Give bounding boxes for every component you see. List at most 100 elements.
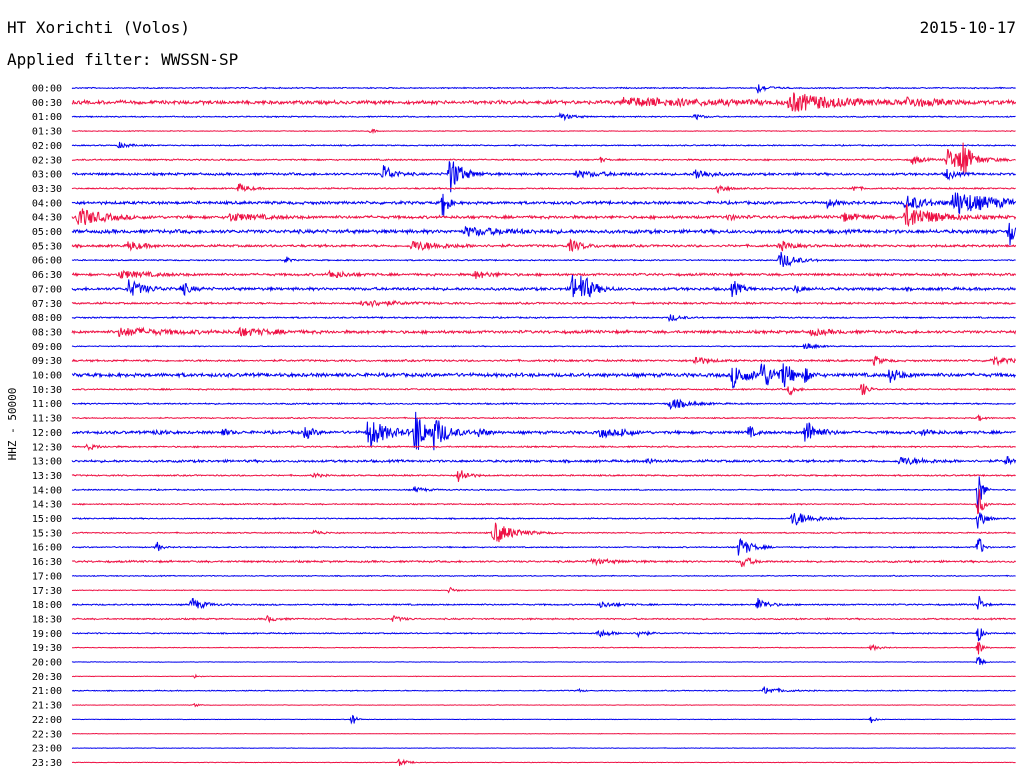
filter-label: Applied filter: WWSSN-SP	[7, 50, 238, 69]
trace-line	[72, 628, 1016, 642]
time-tick-label: 12:30	[32, 442, 62, 453]
time-tick-label: 16:00	[32, 543, 62, 554]
time-tick-label: 05:00	[32, 227, 62, 238]
trace-line	[71, 314, 1016, 323]
trace-line	[72, 732, 1016, 735]
trace-line	[71, 363, 1016, 389]
trace-line	[71, 326, 1017, 338]
trace-line	[71, 251, 1016, 267]
trace-line	[71, 586, 1016, 594]
time-tick-label: 10:00	[32, 371, 62, 382]
time-tick-label: 16:30	[32, 557, 62, 568]
trace-line	[71, 411, 1016, 451]
time-tick-label: 08:30	[32, 327, 62, 338]
trace-line	[71, 574, 1016, 578]
time-tick-label: 08:00	[32, 313, 62, 324]
time-tick-label: 22:30	[32, 729, 62, 740]
trace-line	[71, 238, 1017, 253]
time-tick-label: 21:30	[32, 701, 62, 712]
trace-line	[71, 686, 1016, 694]
time-tick-label: 23:30	[32, 758, 62, 769]
time-tick-label: 19:30	[32, 643, 62, 654]
trace-line	[72, 557, 1017, 568]
time-tick-label: 17:30	[32, 586, 62, 597]
time-tick-label: 04:30	[32, 213, 62, 224]
plot-date: 2015-10-17	[919, 18, 1016, 37]
time-tick-label: 07:30	[32, 299, 62, 310]
time-tick-label: 19:00	[32, 629, 62, 640]
time-tick-label: 11:00	[32, 399, 62, 410]
trace-line	[71, 595, 1016, 610]
time-tick-label: 09:00	[32, 342, 62, 353]
trace-line	[71, 414, 1016, 422]
trace-line	[71, 112, 1016, 122]
trace-line	[71, 161, 1016, 193]
trace-line	[71, 673, 1016, 679]
trace-line	[71, 656, 1016, 666]
trace-line	[71, 269, 1017, 280]
trace-line	[71, 92, 1017, 112]
time-tick-label: 06:30	[32, 270, 62, 281]
trace-line	[71, 758, 1016, 766]
trace-line	[71, 537, 1016, 556]
trace-line	[71, 142, 1016, 175]
time-tick-label: 00:30	[32, 98, 62, 109]
trace-line	[71, 128, 1016, 135]
time-tick-label: 01:30	[32, 127, 62, 138]
trace-line	[71, 299, 1016, 309]
time-tick-label: 11:30	[32, 414, 62, 425]
time-tick-label: 14:00	[32, 485, 62, 496]
time-tick-label: 01:00	[32, 112, 62, 123]
trace-line	[71, 512, 1016, 529]
channel-label: HHZ - 50000	[6, 388, 19, 461]
trace-group	[71, 84, 1017, 766]
time-tick-label: 02:00	[32, 141, 62, 152]
time-tick-label: 20:30	[32, 672, 62, 683]
trace-line	[71, 443, 1016, 452]
trace-line	[71, 476, 1016, 511]
time-tick-label: 15:00	[32, 514, 62, 525]
trace-line	[71, 703, 1016, 708]
time-tick-label: 12:00	[32, 428, 62, 439]
time-tick-label: 07:00	[32, 284, 62, 295]
trace-line	[71, 274, 1017, 298]
trace-line	[71, 183, 1016, 195]
time-tick-label: 23:00	[32, 744, 62, 755]
filter-prefix: Applied filter:	[7, 50, 152, 69]
trace-line	[71, 614, 1016, 624]
time-tick-label: 18:30	[32, 614, 62, 625]
time-tick-label: 14:30	[32, 500, 62, 511]
time-tick-label: 18:00	[32, 600, 62, 611]
trace-line	[71, 456, 1017, 466]
filter-name: WWSSN-SP	[161, 50, 239, 69]
time-tick-label: 03:30	[32, 184, 62, 195]
trace-line	[71, 84, 1016, 94]
time-tick-label: 04:00	[32, 198, 62, 209]
time-tick-label: 00:00	[32, 84, 62, 95]
trace-line	[71, 714, 1016, 725]
trace-line	[71, 355, 1017, 367]
time-tick-label: 20:00	[32, 658, 62, 669]
trace-line	[71, 470, 1016, 482]
trace-line	[71, 141, 1016, 149]
trace-line	[71, 522, 1016, 543]
time-tick-label: 05:30	[32, 241, 62, 252]
time-tick-label: 09:30	[32, 356, 62, 367]
trace-line	[71, 747, 1016, 749]
trace-line	[71, 192, 1017, 217]
time-tick-label: 17:00	[32, 571, 62, 582]
trace-line	[71, 489, 1016, 515]
time-tick-label: 03:00	[32, 170, 62, 181]
trace-line	[71, 343, 1016, 350]
tick-label-group: 00:00 00:30 01:00 01:30 02:00 02:30 03:00 03:30…	[32, 84, 62, 769]
trace-line	[71, 398, 1016, 411]
time-tick-label: 13:00	[32, 457, 62, 468]
time-tick-label: 06:00	[32, 256, 62, 267]
trace-line	[72, 383, 1016, 396]
time-tick-label: 13:30	[32, 471, 62, 482]
trace-line	[72, 642, 1016, 655]
time-tick-label: 02:30	[32, 155, 62, 166]
time-tick-label: 10:30	[32, 385, 62, 396]
station-title: HT Xorichti (Volos)	[7, 18, 191, 37]
trace-line	[71, 222, 1017, 246]
